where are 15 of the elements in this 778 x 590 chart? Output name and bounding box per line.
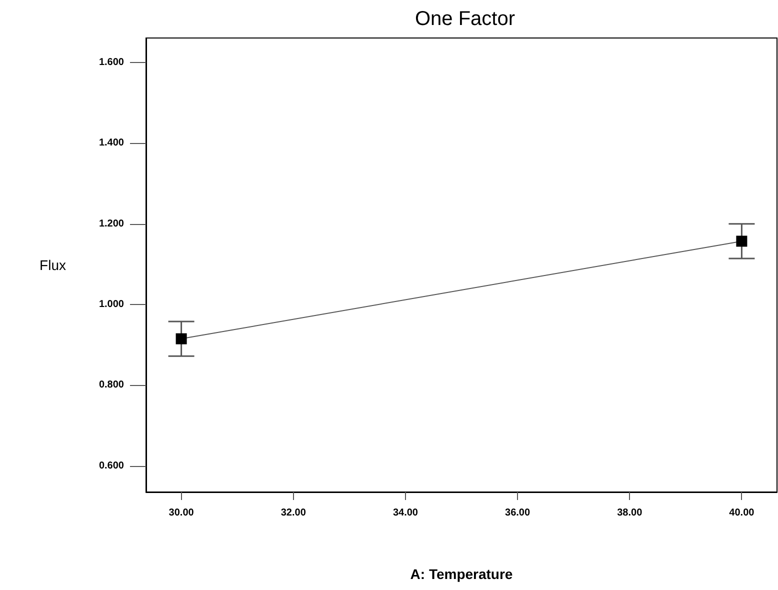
y-tick-label: 1.200: [98, 218, 124, 230]
y-tick-label: 0.800: [98, 380, 124, 391]
x-tick-label: 38.00: [617, 508, 643, 518]
x-tick-label: 34.00: [392, 508, 418, 518]
x-tick-label: 30.00: [168, 508, 194, 518]
y-tick-label: 1.600: [98, 57, 124, 68]
x-tick-label: 32.00: [280, 508, 306, 518]
x-tick-label: 40.00: [729, 508, 755, 518]
y-tick-label: 0.600: [98, 460, 124, 472]
x-axis-title: A: Temperature: [410, 566, 513, 582]
y-tick-label: 1.000: [98, 299, 124, 310]
y-tick-label: 1.400: [98, 138, 124, 149]
chart-title: One Factor: [414, 8, 516, 30]
x-tick-label: 36.00: [505, 508, 530, 518]
y-axis-title: Flux: [40, 257, 66, 273]
